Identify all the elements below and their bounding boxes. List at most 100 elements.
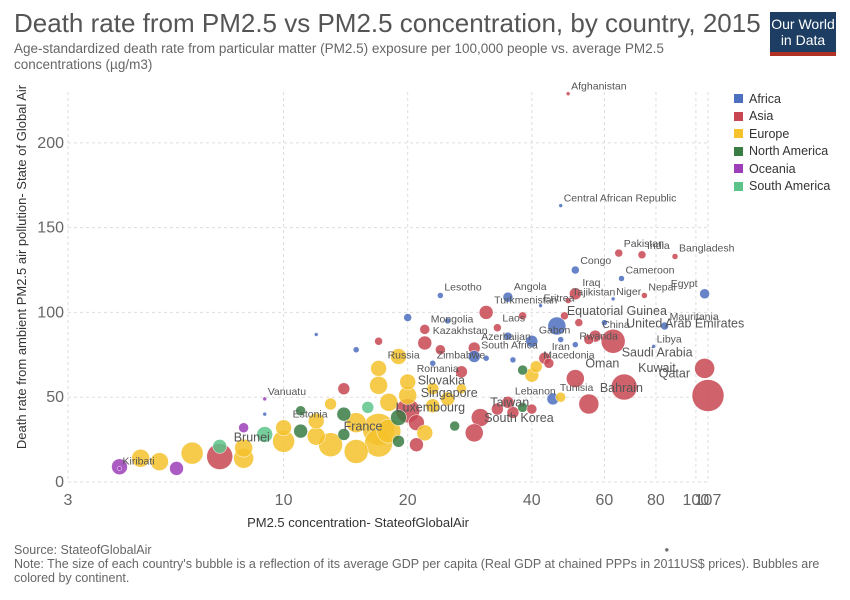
point-label-mauritania: Mauritania [670, 311, 719, 323]
bubble-point [526, 403, 538, 415]
bubble-congo [571, 265, 580, 275]
legend-item-asia[interactable]: Asia [734, 108, 830, 126]
bubble-point [456, 383, 467, 394]
x-tick-label: 100 [683, 492, 710, 509]
bubble-point [583, 334, 595, 345]
bubble-point [425, 398, 440, 413]
bubble-point [506, 406, 520, 419]
legend-swatch [734, 129, 743, 139]
bubble-vanuatu [262, 396, 267, 402]
x-tick-label: 60 [596, 492, 614, 509]
point-label-taiwan: Taiwan [490, 396, 529, 410]
bubble-point [517, 364, 528, 376]
bubble-point [601, 319, 608, 326]
bubble-lesotho [437, 292, 444, 299]
legend-item-south-america[interactable]: South America [734, 178, 830, 196]
bubble-south-korea [464, 423, 484, 443]
legend-item-europe[interactable]: Europe [734, 125, 830, 143]
bubble-india [637, 250, 647, 260]
point-label-russia: Russia [388, 349, 420, 361]
x-tick-label: 3 [64, 492, 73, 509]
point-label-niger: Niger [616, 286, 642, 298]
point-label-angola: Angola [514, 281, 547, 293]
point-label-cameroon: Cameroon [625, 265, 674, 277]
bubble-point [169, 461, 184, 476]
x-tick-label: 20 [399, 492, 417, 509]
bubble-point [503, 331, 513, 341]
bubble-point [131, 449, 150, 468]
point-label-macedonia: Macedonia [543, 350, 595, 362]
point-label-bahrain: Bahrain [600, 381, 643, 395]
point-label-tunisia: Tunisia [560, 382, 594, 394]
x-tick-label: 40 [523, 492, 541, 509]
point-label-egypt: Egypt [671, 278, 698, 290]
bubble-romania [399, 373, 416, 391]
bubble-libya [651, 344, 656, 349]
bubble-point [482, 354, 490, 362]
bubble-laos [493, 323, 502, 332]
bubble-united-arab-emirates [600, 329, 626, 354]
x-tick-label: 107 [695, 492, 722, 509]
bubble-point [313, 332, 319, 337]
legend-label: Asia [749, 109, 774, 124]
bubble-angola [502, 291, 514, 303]
bubble-point [306, 426, 326, 446]
bubble-point [180, 441, 204, 465]
legend-label: Oceania [749, 161, 796, 176]
legend-swatch [734, 164, 743, 174]
point-label-oman: Oman [585, 357, 619, 371]
y-tick-label: 50 [46, 389, 64, 406]
legend-label: South America [749, 179, 831, 194]
legend-label: Africa [749, 91, 781, 106]
bubble-afghanistan [565, 91, 571, 96]
bubble-rwanda [572, 341, 579, 348]
point-label-slovakia: Slovakia [418, 374, 465, 388]
point-label-mongolia: Mongolia [431, 313, 474, 325]
x-tick-label: 80 [647, 492, 665, 509]
point-label-laos: Laos [502, 313, 525, 325]
owid-logo[interactable]: Our World in Data [770, 12, 836, 56]
bubble-point [238, 422, 249, 433]
bubble-nepal [641, 292, 648, 299]
point-label-qatar: Qatar [659, 367, 690, 381]
legend: Africa Asia Europe North America Oceania Sout… [734, 90, 830, 195]
logo-line-2: in Data [780, 32, 826, 48]
bubble-point [256, 426, 273, 443]
bubble-central-african-republic [558, 203, 563, 208]
logo-line-1: Our World [771, 16, 835, 32]
point-label-zimbabwe: Zimbabwe [437, 349, 486, 361]
point-label-nepal: Nepal [648, 281, 675, 293]
bubble-point [390, 409, 407, 426]
point-label-iran: Iran [552, 341, 570, 353]
point-label-estonia: Estonia [293, 409, 328, 421]
legend-item-north-america[interactable]: North America [734, 143, 830, 161]
bubble-kuwait [610, 373, 638, 401]
bubble-point [491, 402, 504, 416]
bubble-bahrain [578, 393, 600, 415]
point-label-libya: Libya [657, 333, 682, 345]
bubble-point [664, 547, 670, 553]
bubble-point [555, 391, 566, 403]
bubble-point [324, 397, 337, 411]
bubble-point [509, 356, 517, 364]
bubble-point [336, 406, 352, 422]
point-label-singapore: Singapore [421, 386, 478, 400]
bubble-tajikistan [564, 297, 572, 304]
bubble-kiribati [117, 466, 122, 471]
legend-label: North America [749, 144, 829, 159]
bubble-pakistan [614, 248, 623, 258]
bubble-point [361, 401, 374, 414]
bubble-point [150, 452, 169, 471]
point-label-united-arab-emirates: United Arab Emirates [626, 316, 744, 330]
bubble-niger [610, 296, 616, 302]
legend-item-africa[interactable]: Africa [734, 90, 830, 108]
point-label-equatorial-guinea: Equatorial Guinea [567, 304, 667, 318]
bubble-point [416, 424, 434, 442]
point-label-luxembourg: Luxembourg [396, 400, 466, 414]
bubble-point [444, 317, 451, 325]
legend-item-oceania[interactable]: Oceania [734, 160, 830, 178]
note-text: Note: The size of each country's bubble … [14, 557, 820, 585]
y-tick-label: 0 [55, 474, 64, 491]
point-label-central-african-republic: Central African Republic [564, 193, 677, 205]
bubble-point [390, 348, 407, 365]
